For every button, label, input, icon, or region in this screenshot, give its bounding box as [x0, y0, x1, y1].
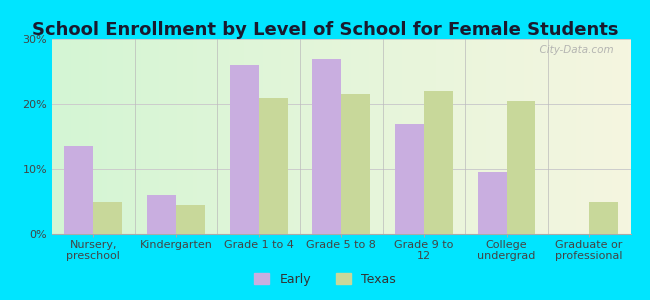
- Text: School Enrollment by Level of School for Female Students: School Enrollment by Level of School for…: [32, 21, 618, 39]
- Bar: [229, 65, 259, 234]
- Bar: [64, 146, 94, 234]
- Bar: [176, 205, 205, 234]
- Bar: [147, 195, 176, 234]
- Text: City-Data.com: City-Data.com: [532, 45, 613, 55]
- Bar: [94, 202, 122, 234]
- Legend: Early, Texas: Early, Texas: [250, 268, 400, 291]
- Bar: [478, 172, 506, 234]
- Bar: [259, 98, 287, 234]
- Bar: [395, 124, 424, 234]
- Bar: [506, 101, 536, 234]
- Bar: [589, 202, 618, 234]
- Bar: [341, 94, 370, 234]
- Bar: [424, 91, 453, 234]
- Bar: [312, 58, 341, 234]
